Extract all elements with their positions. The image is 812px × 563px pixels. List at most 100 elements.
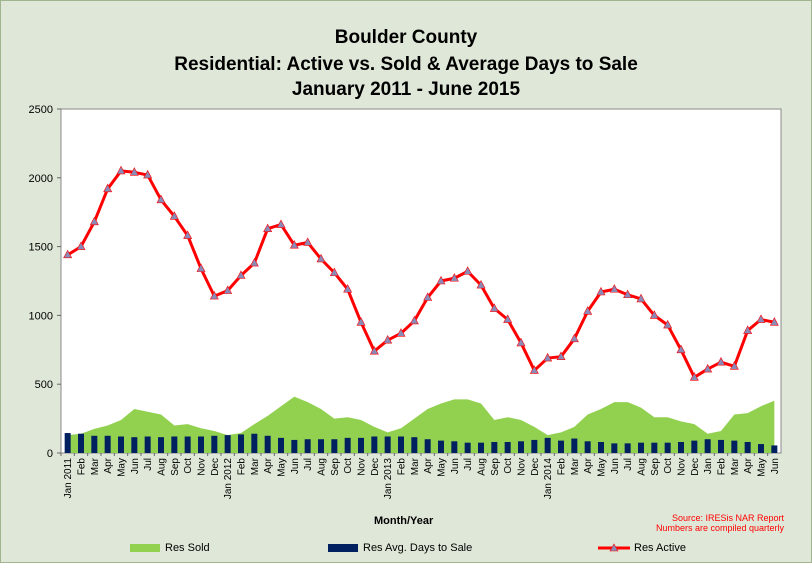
- x-tick-label: Oct: [503, 458, 514, 474]
- x-tick-label: Aug: [157, 458, 168, 476]
- legend-label-res-sold: Res Sold: [165, 542, 210, 554]
- bar-res-days: [478, 442, 484, 453]
- bar-res-days: [318, 439, 324, 453]
- chart-title-line-1: Boulder County: [334, 27, 478, 48]
- x-tick-label: Jul: [623, 458, 634, 471]
- bar-res-days: [198, 436, 204, 453]
- point-res-active: [156, 194, 166, 204]
- y-tick-label: 0: [47, 448, 53, 460]
- x-tick-label: Mar: [730, 457, 741, 475]
- bar-res-days: [78, 433, 84, 453]
- point-res-active: [276, 219, 286, 228]
- chart-title-line-3: January 2011 - June 2015: [291, 79, 521, 100]
- y-tick-label: 500: [35, 379, 53, 391]
- y-tick-label: 1500: [29, 242, 53, 254]
- point-res-active: [263, 223, 273, 233]
- x-tick-label: Jul: [303, 458, 314, 471]
- x-tick-label: May: [277, 458, 288, 477]
- point-res-active: [703, 363, 713, 373]
- bar-res-days: [304, 439, 311, 453]
- x-tick-label: Aug: [477, 458, 488, 476]
- point-res-active: [303, 237, 313, 246]
- bar-res-days: [691, 440, 698, 453]
- y-tick-label: 2500: [29, 104, 53, 116]
- point-res-active: [396, 328, 406, 337]
- point-res-active: [676, 344, 686, 354]
- bar-res-days: [718, 439, 724, 453]
- point-res-active: [609, 284, 619, 293]
- point-res-active: [89, 216, 99, 226]
- bar-res-days: [638, 442, 644, 453]
- point-res-active: [569, 333, 579, 343]
- point-res-active: [329, 267, 339, 277]
- point-res-active: [183, 230, 193, 239]
- x-tick-label: Dec: [690, 458, 701, 476]
- x-tick-label: Apr: [103, 457, 114, 473]
- bar-res-days: [344, 437, 351, 453]
- point-res-active: [209, 290, 219, 300]
- x-tick-label: Aug: [637, 458, 648, 476]
- bar-res-days: [371, 436, 378, 453]
- point-res-active: [769, 317, 779, 326]
- point-res-active: [236, 270, 246, 279]
- point-res-active: [716, 357, 726, 366]
- point-res-active: [756, 314, 766, 323]
- point-res-active: [289, 240, 299, 249]
- x-tick-label: Apr: [423, 457, 434, 473]
- point-res-active: [543, 352, 553, 362]
- x-tick-label: Feb: [77, 458, 88, 476]
- point-res-active: [529, 365, 539, 374]
- x-tick-label: Feb: [717, 458, 728, 476]
- legend-item-res-active: Res Active: [598, 540, 686, 556]
- bar-res-days: [558, 440, 564, 453]
- x-tick-label: Jul: [143, 458, 154, 471]
- point-res-active: [129, 167, 139, 176]
- bar-res-days: [171, 436, 178, 453]
- bar-res-days: [531, 439, 538, 453]
- point-res-active: [116, 165, 126, 175]
- x-tick-label: Jun: [770, 458, 781, 474]
- point-res-active: [343, 284, 353, 293]
- x-tick-label: Sep: [490, 458, 501, 476]
- bar-res-days: [238, 434, 244, 453]
- point-res-active: [196, 263, 206, 272]
- legend-item-res-sold: Res Sold: [130, 540, 210, 556]
- bar-res-days: [104, 435, 111, 453]
- bar-res-days: [291, 439, 298, 453]
- x-tick-label: Oct: [663, 458, 674, 474]
- bar-res-days: [731, 440, 738, 453]
- x-tick-label: Mar: [410, 457, 421, 475]
- point-res-active: [476, 279, 486, 289]
- point-res-active: [223, 285, 233, 294]
- point-res-active: [556, 351, 566, 360]
- bar-res-days: [451, 441, 458, 453]
- x-tick-label: Oct: [343, 458, 354, 474]
- point-res-active: [369, 346, 379, 355]
- bar-res-days: [758, 444, 764, 453]
- point-res-active: [449, 273, 459, 282]
- point-res-active: [249, 257, 259, 267]
- y-tick-label: 1000: [29, 310, 53, 322]
- x-tick-label: Mar: [570, 457, 581, 475]
- bar-res-days: [411, 437, 418, 453]
- point-res-active: [516, 337, 526, 347]
- point-res-active: [103, 183, 113, 193]
- point-res-active: [169, 211, 179, 220]
- bar-res-days: [464, 442, 471, 453]
- bar-res-days: [491, 441, 498, 453]
- bar-res-days: [424, 439, 431, 453]
- point-res-active: [623, 289, 633, 299]
- bar-res-days: [384, 436, 391, 453]
- bar-res-days: [678, 441, 684, 453]
- bar-res-days: [211, 435, 218, 453]
- x-tick-label: Jan 2011: [63, 458, 74, 499]
- point-res-active: [663, 319, 673, 329]
- bar-res-days: [544, 437, 551, 453]
- x-tick-label: Nov: [517, 458, 528, 476]
- legend-item-res-days: Res Avg. Days to Sale: [328, 540, 472, 556]
- bar-res-days: [744, 441, 751, 453]
- bar-res-days: [664, 442, 671, 453]
- legend-swatch-res-active: [598, 543, 630, 552]
- bar-res-days: [158, 437, 164, 453]
- legend-label-res-days: Res Avg. Days to Sale: [363, 542, 473, 554]
